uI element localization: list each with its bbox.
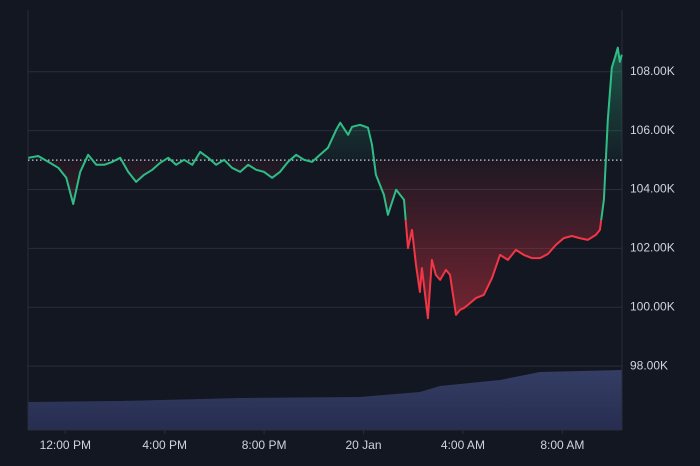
- y-tick-label: 104.00K: [630, 182, 675, 196]
- x-tick-label: 4:00 PM: [142, 438, 187, 452]
- y-tick-label: 98.00K: [630, 358, 668, 372]
- x-tick-label: 12:00 PM: [40, 438, 91, 452]
- y-tick-label: 108.00K: [630, 64, 675, 78]
- price-line: [28, 46, 623, 320]
- y-tick-label: 106.00K: [630, 123, 675, 137]
- x-tick-label: 4:00 AM: [441, 438, 485, 452]
- volume-area: [28, 370, 622, 430]
- y-tick-label: 102.00K: [630, 241, 675, 255]
- x-tick-label: 8:00 AM: [540, 438, 584, 452]
- x-tick-label: 8:00 PM: [242, 438, 287, 452]
- x-tick-label: 20 Jan: [346, 438, 382, 452]
- y-tick-label: 100.00K: [630, 299, 675, 313]
- area-fill: [28, 47, 622, 319]
